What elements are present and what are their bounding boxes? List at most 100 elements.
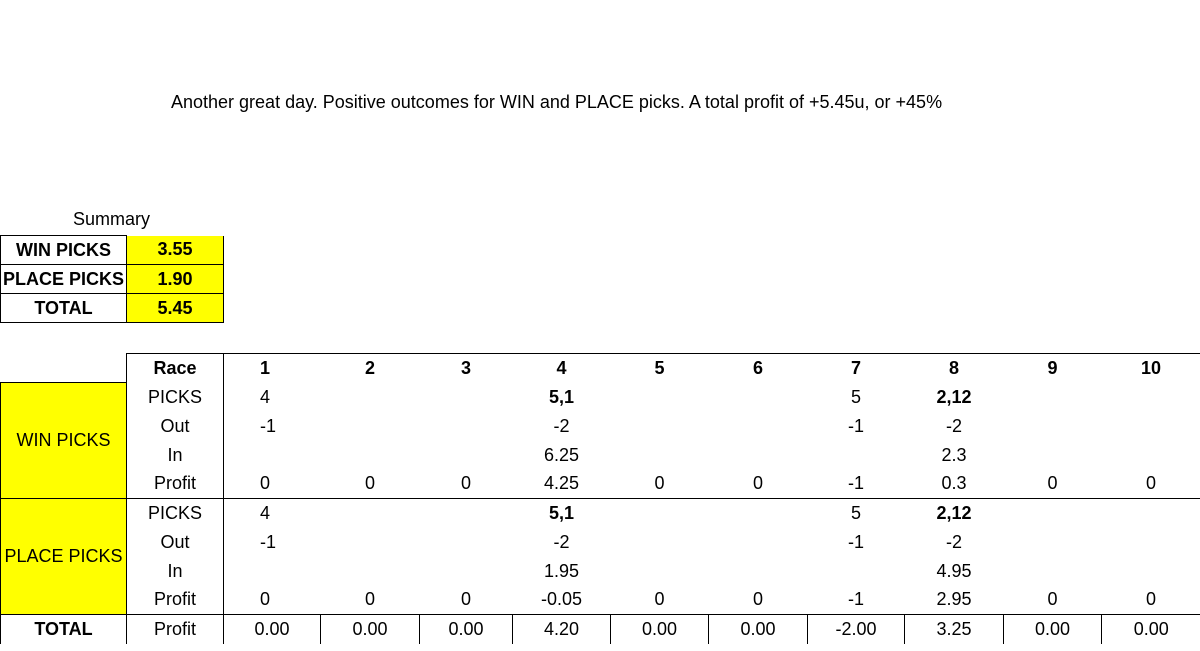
- win-picks-picks-cell: [709, 383, 808, 412]
- place-picks-out-cell: [709, 528, 808, 557]
- race-number: 4: [512, 353, 611, 383]
- win-picks-in-cell: [808, 441, 905, 470]
- place-picks-profit-cell: -0.05: [512, 585, 611, 615]
- race-number: 6: [708, 353, 808, 383]
- win-picks-in-cell: 2.3: [941, 444, 967, 465]
- place-picks-picks-row: PLACE PICKS PICKS 4 5,1 5 2,12: [0, 498, 1200, 615]
- win-picks-profit-cell: 0: [708, 469, 808, 499]
- place-picks-out-cell: [321, 528, 420, 557]
- win-picks-out-cell: -2: [553, 415, 570, 436]
- win-picks-out-label: Out: [126, 411, 224, 441]
- place-picks-profit-cell: 0: [1101, 585, 1200, 615]
- win-picks-picks-cell: 2,12: [936, 386, 972, 407]
- win-picks-picks-cell: [1102, 383, 1200, 412]
- win-picks-in-cell: [611, 441, 709, 470]
- summary-table: WIN PICKS 3.55 PLACE PICKS 1.90 TOTAL 5.…: [0, 235, 224, 323]
- header-blank: [1, 354, 127, 383]
- win-picks-out-cell: -1: [260, 415, 277, 436]
- place-picks-in-cell: [321, 557, 420, 586]
- place-picks-out-cell: [1102, 528, 1200, 557]
- total-profit-cell: 0.00: [1003, 614, 1102, 644]
- win-picks-profit-cell: -1: [807, 469, 905, 499]
- win-picks-in-cell: [321, 441, 420, 470]
- place-picks-in-cell: 4.95: [936, 560, 972, 581]
- summary-label-win: WIN PICKS: [0, 235, 127, 265]
- place-picks-in-cell: [709, 557, 808, 586]
- place-picks-picks-cell: 5,1: [548, 502, 575, 523]
- place-picks-picks-cell: [1102, 499, 1200, 528]
- race-number: 9: [1003, 353, 1102, 383]
- win-picks-in-cell: [1004, 441, 1102, 470]
- place-picks-picks-cell: [1004, 499, 1102, 528]
- summary-value-win: 3.55: [126, 235, 224, 265]
- win-picks-in-label: In: [126, 440, 224, 470]
- place-picks-out-cell: [611, 528, 709, 557]
- win-picks-in-cell: [224, 441, 321, 470]
- race-label: Race: [126, 353, 224, 383]
- place-picks-out-label: Out: [126, 527, 224, 557]
- race-number: 5: [610, 353, 709, 383]
- race-number: 2: [320, 353, 420, 383]
- win-picks-profit-cell: 0: [610, 469, 709, 499]
- race-header-row: Race 1 2 3 4 5 6 7 8 9 10: [1, 353, 1200, 383]
- win-picks-out-cell: [611, 412, 709, 441]
- win-picks-profit-cell: 0: [1003, 469, 1102, 499]
- win-picks-in-cell: [1102, 441, 1200, 470]
- summary-row-win: WIN PICKS 3.55: [0, 235, 224, 265]
- race-number: 8: [904, 353, 1004, 383]
- place-picks-out-cell: -1: [847, 531, 864, 552]
- place-picks-profit-cell: 0: [708, 585, 808, 615]
- place-picks-profit-cell: 2.95: [904, 585, 1004, 615]
- win-picks-out-cell: [420, 412, 513, 441]
- place-picks-out-row: Out -1 -2 -1 -2: [1, 527, 1200, 557]
- race-number: 3: [419, 353, 513, 383]
- total-profit-cell: 0.00: [223, 614, 321, 644]
- place-picks-in-cell: 1.95: [543, 560, 580, 581]
- win-picks-profit-row: Profit 0 0 0 4.25 0 0 -1 0.3 0 0: [1, 469, 1200, 499]
- win-picks-profit-cell: 0: [320, 469, 420, 499]
- summary-caption: Summary: [72, 209, 150, 229]
- total-profit-cell: 0.00: [610, 614, 709, 644]
- win-picks-picks-cell: 4: [260, 386, 271, 407]
- win-picks-picks-cell: [321, 383, 420, 412]
- win-picks-in-cell: 6.25: [543, 444, 580, 465]
- win-picks-out-row: Out -1 -2 -1 -2: [1, 411, 1200, 441]
- place-picks-picks-cell: [420, 499, 513, 528]
- place-picks-picks-cell: [709, 499, 808, 528]
- win-picks-out-cell: [1102, 412, 1200, 441]
- place-picks-out-cell: [420, 528, 513, 557]
- place-picks-picks-label: PICKS: [126, 498, 224, 528]
- total-profit-cell: 0.00: [1101, 614, 1200, 644]
- win-picks-in-row: In 6.25 2.3: [1, 440, 1200, 470]
- total-profit-row: TOTAL Profit 0.00 0.00 0.00 4.20 0.00 0.00 -2.00…: [0, 614, 1200, 644]
- win-picks-profit-cell: 0: [1101, 469, 1200, 499]
- total-profit-cell: -2.00: [807, 614, 905, 644]
- place-picks-in-cell: [420, 557, 513, 586]
- win-picks-picks-cell: [611, 383, 709, 412]
- total-profit-cell: 0.00: [419, 614, 513, 644]
- place-picks-picks-cell: 4: [260, 502, 271, 523]
- place-picks-picks-cell: 2,12: [936, 502, 972, 523]
- place-picks-in-cell: [611, 557, 709, 586]
- total-profit-cell: 4.20: [512, 614, 611, 644]
- total-group-label: TOTAL: [0, 614, 127, 644]
- summary-label-place: PLACE PICKS: [0, 264, 127, 294]
- win-picks-in-cell: [420, 441, 513, 470]
- place-picks-profit-cell: 0: [1003, 585, 1102, 615]
- place-picks-out-cell: -2: [945, 531, 962, 552]
- place-picks-in-cell: [1102, 557, 1200, 586]
- place-picks-profit-cell: -1: [807, 585, 905, 615]
- place-picks-in-cell: [808, 557, 905, 586]
- win-picks-profit-cell: 0: [223, 469, 321, 499]
- summary-value-total: 5.45: [126, 293, 224, 323]
- place-picks-out-cell: -2: [553, 531, 570, 552]
- win-picks-picks-cell: 5,1: [548, 386, 575, 407]
- win-picks-profit-cell: 0.3: [904, 469, 1004, 499]
- win-picks-picks-cell: [1004, 383, 1102, 412]
- total-profit-cell: 0.00: [320, 614, 420, 644]
- place-picks-picks-cell: 5: [850, 502, 861, 523]
- win-picks-out-cell: [1004, 412, 1102, 441]
- place-picks-profit-cell: 0: [610, 585, 709, 615]
- place-picks-in-cell: [1004, 557, 1102, 586]
- win-picks-picks-cell: [420, 383, 513, 412]
